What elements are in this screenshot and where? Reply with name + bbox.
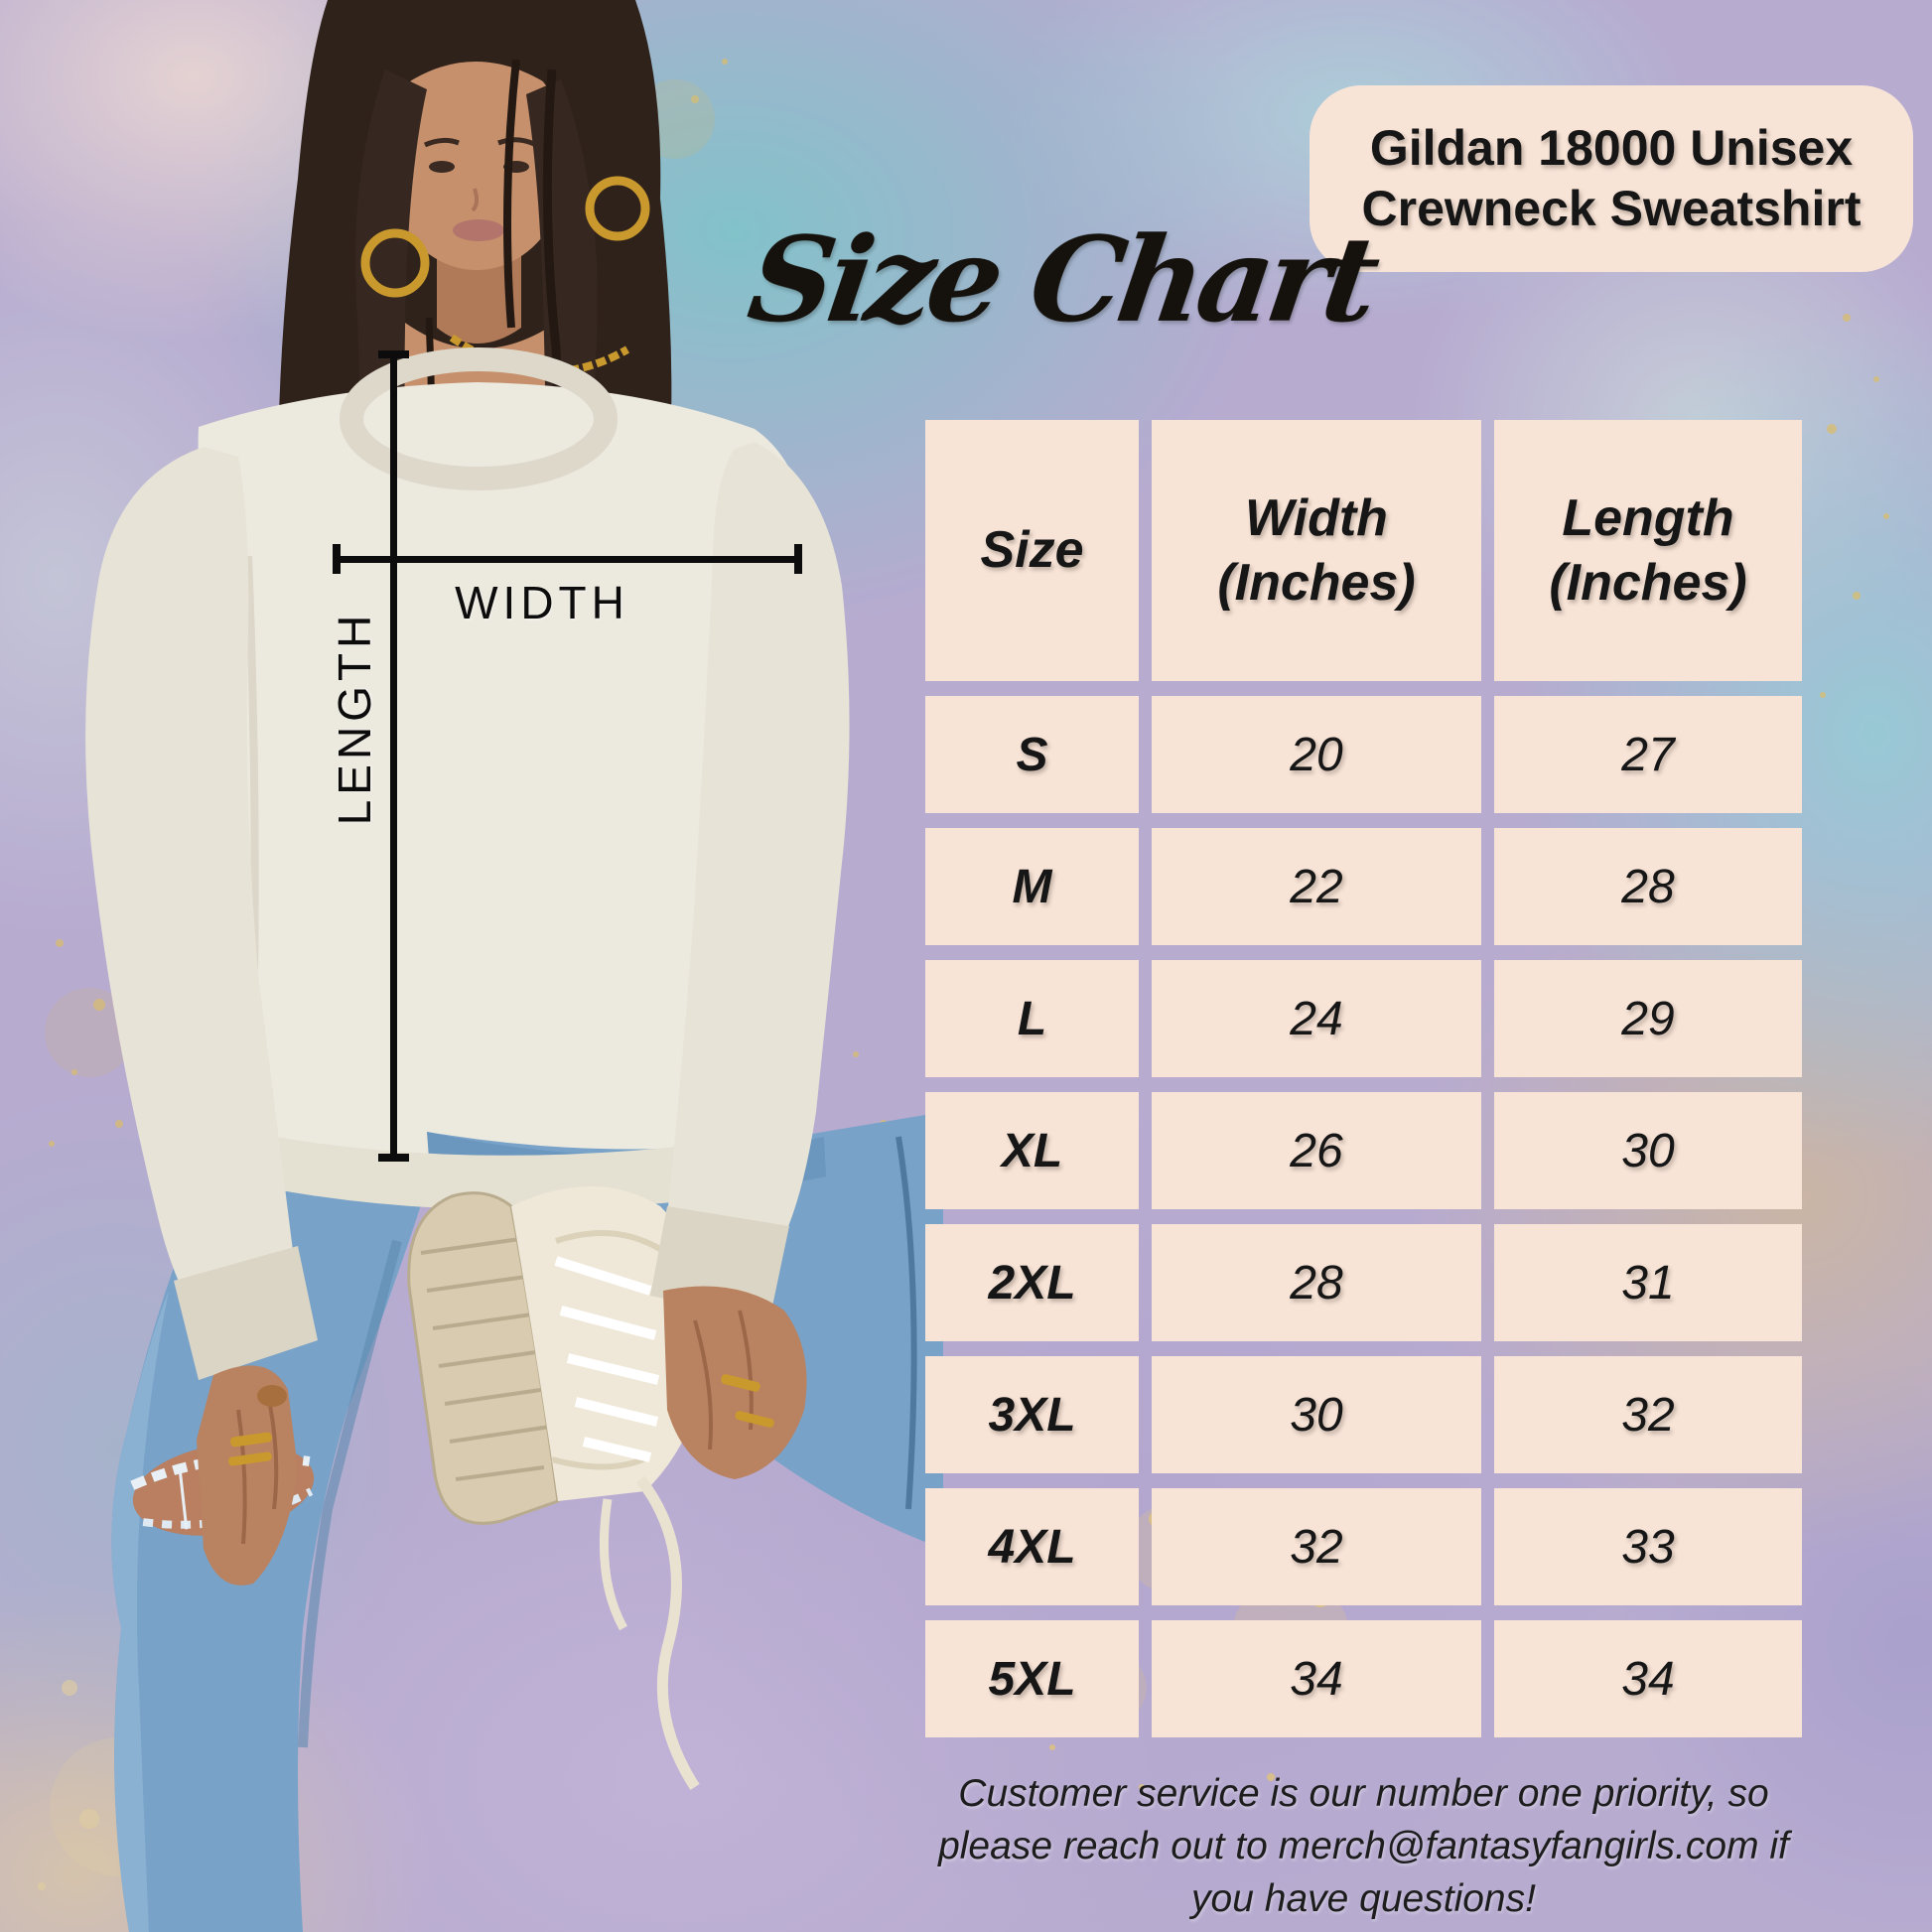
length-measure-label: LENGTH: [329, 610, 380, 826]
width-right-cap: [794, 544, 802, 574]
size-cell-row-3: L: [925, 960, 1139, 1077]
width-cell-row-3: 24: [1152, 960, 1481, 1077]
customer-service-note-line1: Customer service is our number one prior…: [958, 1772, 1769, 1815]
size-cell-row-2: M: [925, 828, 1139, 945]
length-cell-row-6: 32: [1494, 1356, 1802, 1473]
width-cell-row-1: 20: [1152, 696, 1481, 813]
width-cell-row-8: 34: [1152, 1620, 1481, 1737]
model-photo: [85, 0, 943, 1932]
width-cell-row-7: 32: [1152, 1488, 1481, 1605]
customer-service-note: Customer service is our number one prior…: [925, 1767, 1802, 1925]
customer-service-note-line3: you have questions!: [1191, 1877, 1536, 1921]
length-bottom-cap: [378, 1154, 409, 1162]
length-cell-row-4: 30: [1494, 1092, 1802, 1209]
length-cell-row-1: 27: [1494, 696, 1802, 813]
product-badge-line1: Gildan 18000 Unisex: [1369, 120, 1854, 176]
customer-service-note-line2: please reach out to merch@fantasyfangirl…: [938, 1825, 1789, 1868]
width-measure-line: [336, 556, 800, 563]
size-cell-row-5: 2XL: [925, 1224, 1139, 1341]
width-cell-row-6: 30: [1152, 1356, 1481, 1473]
length-cell-row-8: 34: [1494, 1620, 1802, 1737]
width-cell-row-4: 26: [1152, 1092, 1481, 1209]
page-title: Size Chart: [741, 210, 1382, 348]
column-header-width: Width (Inches): [1152, 420, 1481, 681]
size-table: Size Width (Inches) Length (Inches) S 20 2…: [925, 420, 1802, 1737]
length-top-cap: [378, 350, 409, 358]
length-measure-line: [390, 353, 397, 1160]
width-cell-row-2: 22: [1152, 828, 1481, 945]
size-cell-row-7: 4XL: [925, 1488, 1139, 1605]
length-cell-row-5: 31: [1494, 1224, 1802, 1341]
size-cell-row-6: 3XL: [925, 1356, 1139, 1473]
width-cell-row-5: 28: [1152, 1224, 1481, 1341]
size-cell-row-8: 5XL: [925, 1620, 1139, 1737]
product-badge: Gildan 18000 Unisex Crewneck Sweatshirt: [1310, 85, 1913, 272]
column-header-length: Length (Inches): [1494, 420, 1802, 681]
width-measure-label: WIDTH: [455, 577, 629, 628]
column-header-size: Size: [925, 420, 1139, 681]
width-left-cap: [333, 544, 341, 574]
length-cell-row-3: 29: [1494, 960, 1802, 1077]
product-badge-line2: Crewneck Sweatshirt: [1361, 181, 1862, 236]
length-cell-row-2: 28: [1494, 828, 1802, 945]
size-cell-row-4: XL: [925, 1092, 1139, 1209]
size-cell-row-1: S: [925, 696, 1139, 813]
length-cell-row-7: 33: [1494, 1488, 1802, 1605]
